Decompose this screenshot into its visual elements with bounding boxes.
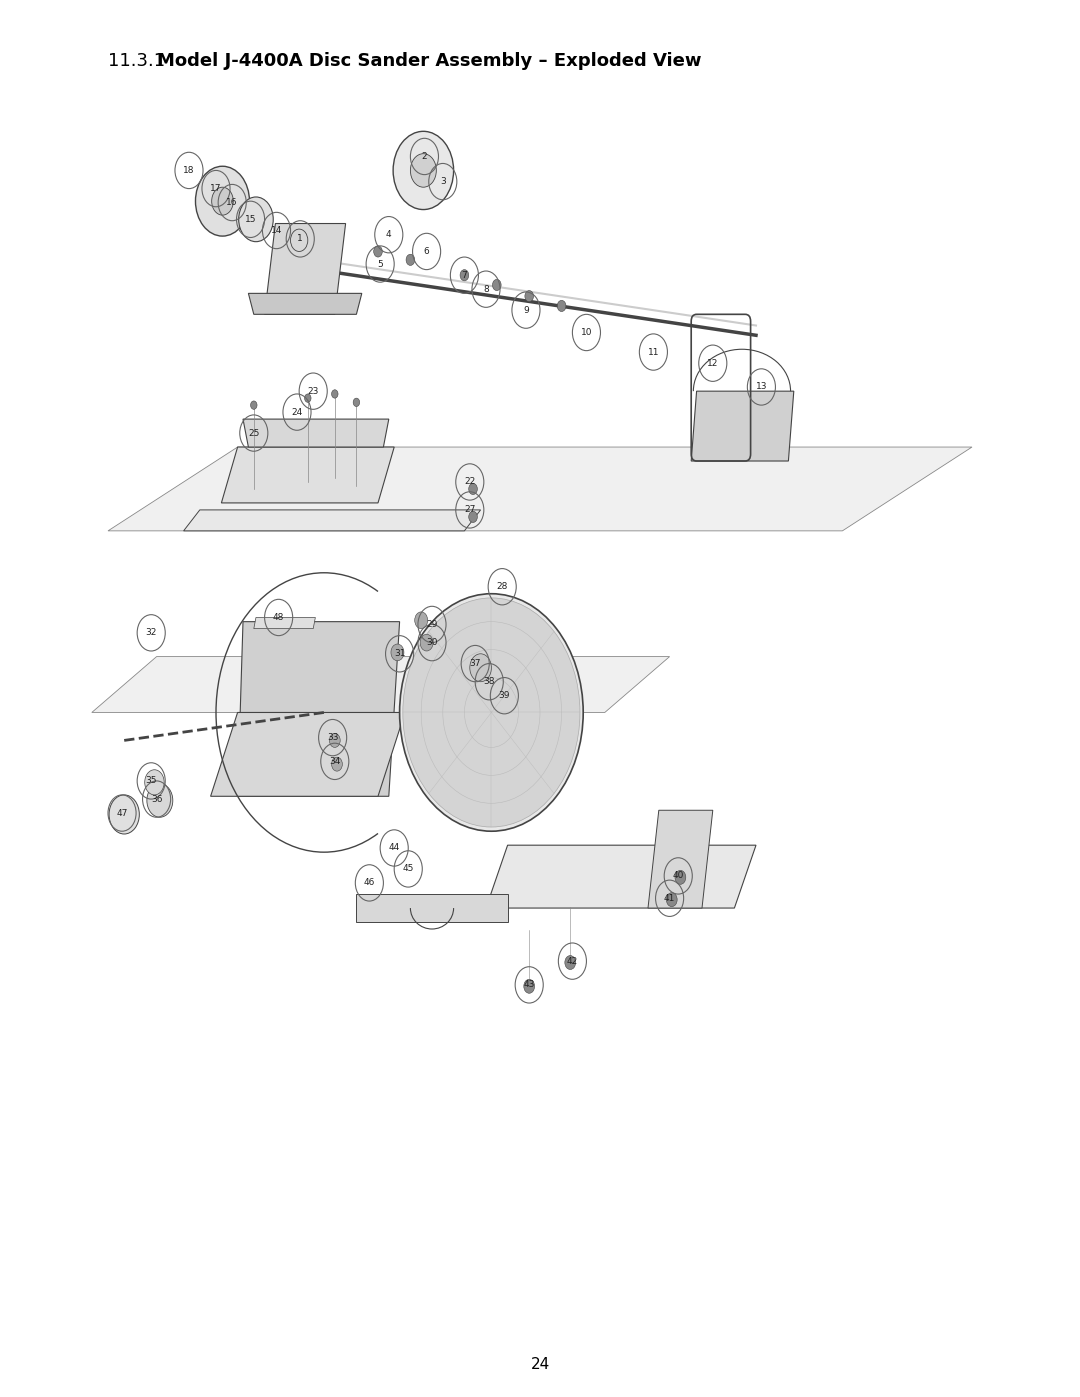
Text: 38: 38: [484, 678, 495, 686]
Circle shape: [251, 401, 257, 409]
Text: 25: 25: [248, 429, 259, 437]
Circle shape: [492, 279, 501, 291]
Text: 46: 46: [364, 879, 375, 887]
Text: 3: 3: [440, 177, 446, 186]
Circle shape: [406, 254, 415, 265]
Text: 4: 4: [386, 231, 392, 239]
Polygon shape: [184, 510, 481, 531]
Circle shape: [353, 398, 360, 407]
Circle shape: [524, 979, 535, 993]
Text: 5: 5: [377, 260, 383, 268]
Circle shape: [391, 644, 404, 661]
Circle shape: [195, 166, 249, 236]
Text: 15: 15: [245, 215, 256, 224]
Circle shape: [403, 598, 580, 827]
Polygon shape: [265, 224, 346, 314]
Text: 34: 34: [329, 757, 340, 766]
Text: 1: 1: [297, 235, 303, 243]
Text: 37: 37: [470, 659, 481, 668]
Circle shape: [145, 770, 164, 795]
Circle shape: [469, 511, 477, 522]
Polygon shape: [356, 894, 508, 922]
Polygon shape: [691, 391, 794, 461]
Text: 39: 39: [499, 692, 510, 700]
Polygon shape: [108, 447, 972, 531]
Polygon shape: [486, 845, 756, 908]
Text: 41: 41: [664, 894, 675, 902]
Polygon shape: [243, 419, 389, 447]
Text: 27: 27: [464, 506, 475, 514]
Circle shape: [305, 394, 311, 402]
Circle shape: [332, 390, 338, 398]
Text: 31: 31: [394, 650, 405, 658]
Text: 23: 23: [308, 387, 319, 395]
Polygon shape: [92, 657, 670, 712]
Text: 13: 13: [756, 383, 767, 391]
Text: 11.3.1: 11.3.1: [108, 52, 177, 70]
Text: 12: 12: [707, 359, 718, 367]
Text: 22: 22: [464, 478, 475, 486]
Text: 47: 47: [117, 809, 127, 817]
Circle shape: [393, 131, 454, 210]
Circle shape: [420, 634, 433, 651]
Text: 8: 8: [483, 285, 489, 293]
Text: 28: 28: [497, 583, 508, 591]
Polygon shape: [211, 712, 405, 796]
Circle shape: [410, 154, 436, 187]
Polygon shape: [254, 617, 315, 629]
Text: 17: 17: [211, 184, 221, 193]
Circle shape: [525, 291, 534, 302]
Circle shape: [469, 483, 477, 495]
Text: 30: 30: [427, 638, 437, 647]
Circle shape: [147, 784, 173, 817]
Polygon shape: [248, 293, 362, 314]
Circle shape: [239, 197, 273, 242]
Circle shape: [329, 733, 340, 747]
Circle shape: [374, 246, 382, 257]
Circle shape: [565, 956, 576, 970]
Circle shape: [675, 870, 686, 884]
Circle shape: [109, 795, 139, 834]
Circle shape: [332, 757, 342, 771]
Text: 9: 9: [523, 306, 529, 314]
Text: 10: 10: [581, 328, 592, 337]
Circle shape: [666, 893, 677, 907]
Circle shape: [557, 300, 566, 312]
Polygon shape: [221, 447, 394, 503]
Text: 45: 45: [403, 865, 414, 873]
Text: 7: 7: [461, 271, 468, 279]
Circle shape: [291, 229, 308, 251]
Text: 16: 16: [227, 198, 238, 207]
Text: 32: 32: [146, 629, 157, 637]
Circle shape: [415, 612, 428, 629]
Text: 44: 44: [389, 844, 400, 852]
Text: 48: 48: [273, 613, 284, 622]
Circle shape: [460, 270, 469, 281]
Text: 42: 42: [567, 957, 578, 965]
Text: 24: 24: [530, 1356, 550, 1372]
Text: 40: 40: [673, 872, 684, 880]
Text: 29: 29: [427, 620, 437, 629]
Text: 18: 18: [184, 166, 194, 175]
Text: 6: 6: [423, 247, 430, 256]
Polygon shape: [238, 622, 400, 796]
Text: 35: 35: [146, 777, 157, 785]
Text: 24: 24: [292, 408, 302, 416]
Circle shape: [470, 654, 491, 682]
Text: 36: 36: [151, 795, 162, 803]
Text: Model J-4400A Disc Sander Assembly – Exploded View: Model J-4400A Disc Sander Assembly – Exp…: [157, 52, 701, 70]
Text: 11: 11: [648, 348, 659, 356]
Text: 14: 14: [271, 226, 282, 235]
Text: 33: 33: [327, 733, 338, 742]
Circle shape: [400, 594, 583, 831]
Text: 43: 43: [524, 981, 535, 989]
Text: 2: 2: [421, 152, 428, 161]
Polygon shape: [648, 810, 713, 908]
Circle shape: [212, 187, 233, 215]
